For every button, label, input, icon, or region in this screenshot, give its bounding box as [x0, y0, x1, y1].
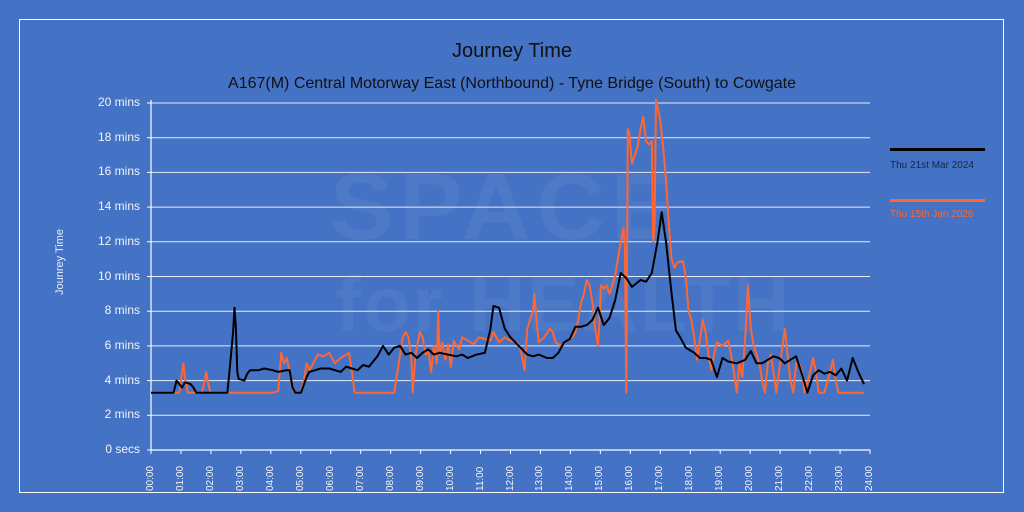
watermark-line2: for HEALTH [335, 260, 792, 348]
y-tick-label: 0 secs [105, 442, 140, 456]
y-tick-label: 6 mins [104, 337, 140, 352]
y-tick-label: 10 mins [97, 268, 140, 283]
legend-swatch-2024 [890, 148, 985, 151]
legend-swatch-2026 [890, 199, 985, 202]
y-tick-label: 18 mins [97, 129, 140, 144]
chart-subtitle: A167(M) Central Motorway East (Northboun… [228, 75, 796, 92]
chart-title: Journey Time [451, 40, 573, 62]
y-tick-label: 8 mins [104, 303, 140, 318]
y-tick-label: 4 mins [104, 372, 140, 387]
legend-label-2024[interactable]: Thu 21st Mar 2024 [890, 160, 974, 171]
y-tick-label: 14 mins [97, 199, 140, 214]
y-tick-label: 16 mins [97, 164, 140, 179]
series-line [151, 98, 864, 394]
chart-frame [19, 19, 1004, 493]
y-tick-label: 2 mins [104, 407, 140, 422]
y-tick-label: 12 mins [97, 233, 140, 248]
series-line [151, 211, 865, 394]
legend-label-2026[interactable]: Thu 15th Jan 2026 [890, 209, 974, 220]
y-tick-label: 20 mins [97, 95, 140, 109]
